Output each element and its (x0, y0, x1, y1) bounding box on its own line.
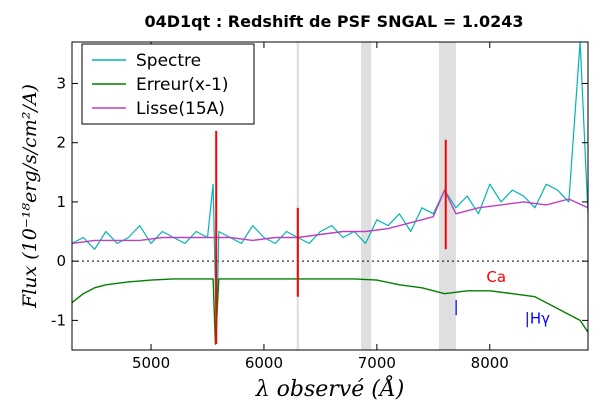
x-tick-label-0: 5000 (132, 354, 170, 372)
y-tick-label-4: -1 (51, 311, 66, 329)
chart-title: 04D1qt : Redshift de PSF SNGAL = 1.0243 (144, 12, 523, 31)
series-line-erreur-x-1- (71, 278, 589, 345)
emission-marks (215, 130, 447, 345)
legend-label-erreur: Erreur(x-1) (136, 75, 229, 95)
shaded-bands (296, 42, 456, 350)
shaded-band-1 (361, 42, 372, 350)
y-tick-label-2: 1 (56, 193, 66, 211)
series-line-spectre (71, 41, 589, 339)
annotation-1: | (454, 298, 459, 316)
legend: Spectre Erreur(x-1) Lisse(15A) (81, 43, 255, 125)
plot-frame (71, 41, 589, 351)
y-axis-ticks: 3 2 1 0 -1 (51, 74, 588, 329)
annotation-0: Ca (486, 268, 506, 286)
legend-box (81, 43, 255, 125)
legend-label-lisse: Lisse(15A) (136, 99, 225, 119)
x-axis-ticks: 5000 6000 7000 8000 (132, 42, 509, 372)
shaded-band-0 (296, 42, 299, 350)
annotations: Ca | |Hγ (454, 268, 550, 327)
x-tick-label-1: 6000 (245, 354, 283, 372)
y-tick-label-3: 0 (56, 252, 66, 270)
legend-label-spectre: Spectre (136, 51, 201, 71)
x-tick-label-3: 8000 (471, 354, 509, 372)
y-tick-label-1: 2 (56, 134, 66, 152)
annotation-2: |Hγ (525, 309, 550, 327)
x-axis-label: λ observé (Å) (255, 374, 405, 400)
series-lines (71, 41, 589, 345)
x-tick-label-2: 7000 (358, 354, 396, 372)
y-axis-label: Flux (10⁻¹⁸erg/s/cm²/A) (19, 84, 41, 309)
series-line-lisse-15a- (71, 189, 589, 245)
y-tick-label-0: 3 (56, 74, 66, 92)
